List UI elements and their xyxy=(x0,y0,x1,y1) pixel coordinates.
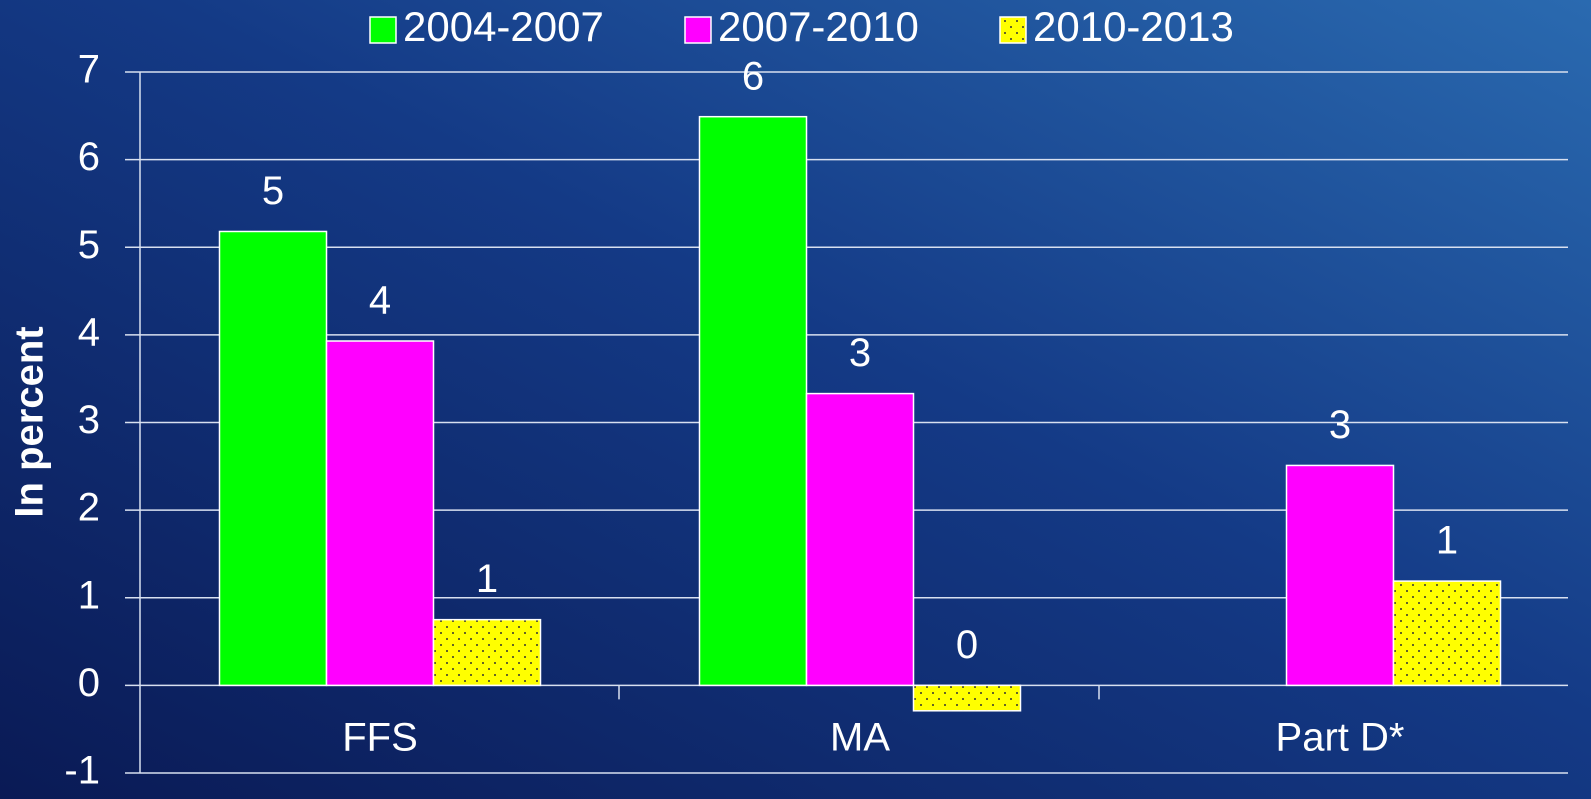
y-axis-label: In percent xyxy=(8,326,52,517)
bar xyxy=(698,115,808,687)
y-tick-label: 4 xyxy=(78,310,100,354)
legend-label: 2010-2013 xyxy=(1033,3,1234,50)
bar xyxy=(218,230,328,687)
x-tick-label: MA xyxy=(830,716,890,760)
y-tick-label: -1 xyxy=(64,749,100,793)
y-tick-label: 3 xyxy=(78,398,100,442)
bar xyxy=(432,618,542,687)
bar xyxy=(1285,464,1395,687)
legend-label: 2004-2007 xyxy=(403,3,604,50)
bar xyxy=(805,392,915,687)
data-label: 3 xyxy=(849,331,871,375)
y-tick-label: 2 xyxy=(78,486,100,530)
data-label: 1 xyxy=(1436,519,1458,563)
legend-swatch xyxy=(369,16,397,44)
legend-label: 2007-2010 xyxy=(718,3,919,50)
data-label: 0 xyxy=(956,623,978,667)
data-label: 3 xyxy=(1329,403,1351,447)
y-tick-label: 0 xyxy=(78,661,100,705)
data-label: 4 xyxy=(369,279,391,323)
y-tick-label: 1 xyxy=(78,573,100,617)
data-label: 6 xyxy=(742,54,764,98)
legend-swatch xyxy=(684,16,712,44)
bar xyxy=(912,684,1022,712)
data-label: 5 xyxy=(262,169,284,213)
y-tick-label: 6 xyxy=(78,135,100,179)
y-tick-label: 5 xyxy=(78,223,100,267)
x-tick-label: Part D* xyxy=(1276,716,1405,760)
bar xyxy=(325,340,435,687)
legend-swatch xyxy=(999,16,1027,44)
data-label: 1 xyxy=(476,557,498,601)
x-tick-label: FFS xyxy=(342,716,418,760)
bar xyxy=(1392,580,1502,687)
y-tick-label: 7 xyxy=(78,48,100,92)
